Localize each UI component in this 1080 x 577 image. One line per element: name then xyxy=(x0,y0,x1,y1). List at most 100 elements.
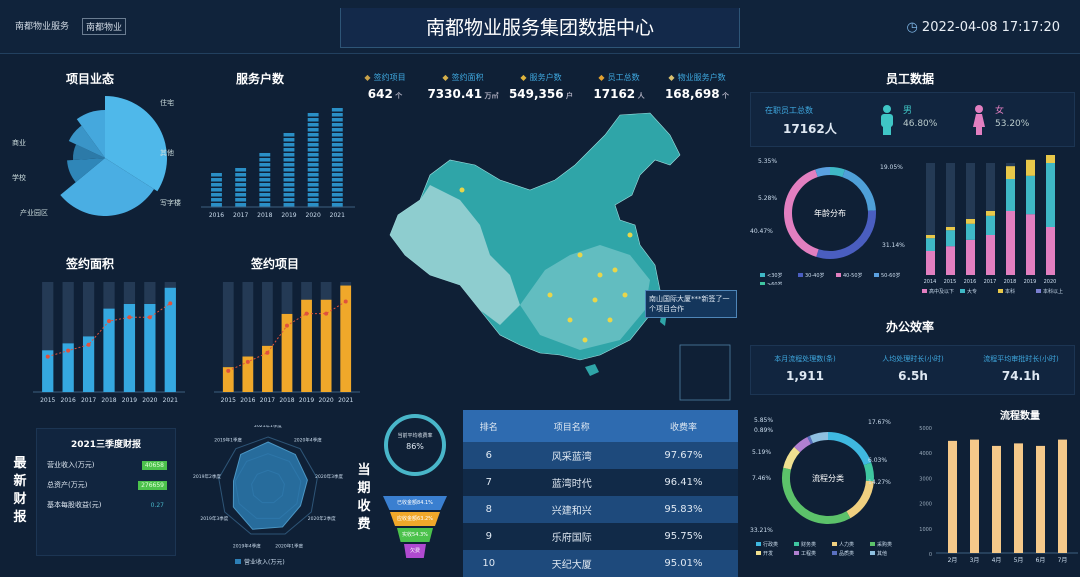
bar-track xyxy=(222,282,234,392)
donut-value-label: 5.35% xyxy=(758,158,777,165)
age-legend-swatch xyxy=(874,273,879,277)
x-tick-label: 4月 xyxy=(992,557,1002,564)
map-central-region[interactable] xyxy=(520,245,650,350)
finance-row-label: 总资产(万元) xyxy=(47,481,88,489)
bar xyxy=(62,343,74,392)
kpi-0[interactable]: ◆ 签约项目 642 个 xyxy=(345,72,425,101)
kpi-value: 17162 人 xyxy=(579,87,659,101)
bar-segment xyxy=(307,173,319,177)
finance-row-0: 营业收入(万元) 40658 xyxy=(47,460,167,470)
bar xyxy=(242,356,254,392)
bar xyxy=(992,445,1001,553)
kpi-value-number: 7330.41 xyxy=(427,87,483,101)
radar-axis-label: 2019年4季度 xyxy=(233,542,261,549)
stacked-bar-segment xyxy=(986,211,995,216)
bar-segment xyxy=(235,173,247,177)
bar-segment xyxy=(259,168,271,172)
table-row[interactable]: 7 蓝湾时代 96.41% xyxy=(463,469,738,496)
map-hainan[interactable] xyxy=(585,364,599,376)
bar-segment xyxy=(283,198,295,202)
bar-segment xyxy=(259,183,271,187)
office-title: 办公效率 xyxy=(885,320,934,334)
bar-segment xyxy=(283,188,295,192)
bar-segment xyxy=(307,133,319,137)
y-tick-label: 1000 xyxy=(919,527,932,533)
bar-segment xyxy=(331,138,343,142)
trend-point xyxy=(45,354,50,359)
kpi-value-number: 642 xyxy=(367,87,393,101)
bar-segment xyxy=(307,123,319,127)
logo-nandu: 南都物业 xyxy=(82,18,127,35)
kpi-1[interactable]: ◆ 签约面积 7330.41 万㎡ xyxy=(423,72,503,101)
kpi-3[interactable]: ◆ 员工总数 17162 人 xyxy=(579,72,659,101)
radar-legend-label: 营业收入(万元) xyxy=(244,558,285,566)
map-project-markers xyxy=(459,187,633,343)
x-tick-label: 2015 xyxy=(221,397,236,404)
table-header-0: 排名 xyxy=(463,410,515,442)
bar-segment xyxy=(283,183,295,187)
bar-segment xyxy=(259,153,271,157)
bar-segment xyxy=(331,193,343,197)
bar xyxy=(42,350,54,392)
bar-segment xyxy=(235,198,247,202)
donut-segment xyxy=(783,446,801,470)
kpi-icon: ◆ xyxy=(364,73,371,82)
bar-segment xyxy=(307,143,319,147)
x-tick-label: 2015 xyxy=(944,279,957,285)
x-tick-label: 2021 xyxy=(163,397,178,404)
table-row[interactable]: 10 天纪大厦 95.01% xyxy=(463,550,738,577)
map-west-region[interactable] xyxy=(390,185,520,325)
x-tick-label: 2017 xyxy=(260,397,275,404)
kpi-label: ◆ 服务户数 xyxy=(501,72,581,83)
kpi-2[interactable]: ◆ 服务户数 549,356 户 xyxy=(501,72,581,101)
bar-segment xyxy=(331,158,343,162)
x-tick-label: 3月 xyxy=(970,557,980,564)
office-stats-panel: 本月流程处理数(条) 1,911 人均处理时长(小时) 6.5h 流程平均审批时长(小时… xyxy=(750,345,1075,395)
flow-legend-label: 开发 xyxy=(763,550,773,557)
edu-legend-label: 本科以上 xyxy=(1043,288,1063,295)
households-title: 服务户数 xyxy=(235,72,284,86)
flow-count-title: 流程数量 xyxy=(1000,409,1040,422)
table-cell: 蓝湾时代 xyxy=(514,469,629,496)
bar-segment xyxy=(259,178,271,182)
x-tick-label: 2020 xyxy=(142,397,157,404)
flow-legend-swatch xyxy=(794,551,799,555)
table-cell: 95.75% xyxy=(628,523,738,550)
table-row[interactable]: 9 乐府国际 95.75% xyxy=(463,523,738,550)
radar-axis-label: 2019年3季度 xyxy=(200,515,228,522)
donut-value-label: 5.85% xyxy=(754,417,773,424)
table-row[interactable]: 6 风采蓝湾 97.67% xyxy=(463,442,738,469)
trend-point xyxy=(147,315,152,320)
bar-segment xyxy=(211,178,222,182)
x-tick-label: 2020 xyxy=(306,212,321,219)
x-tick-label: 2月 xyxy=(948,557,958,564)
stacked-bar-segment xyxy=(966,239,975,275)
signed-area-bar-chart: 2015 2016 2017 2018 2019 2020 2021 xyxy=(33,282,185,404)
stacked-bar-segment xyxy=(946,230,955,247)
bar-segment xyxy=(331,123,343,127)
x-tick-label: 2018 xyxy=(101,397,116,404)
edu-legend-swatch xyxy=(922,289,927,293)
table-cell: 乐府国际 xyxy=(514,523,629,550)
bar xyxy=(970,439,979,553)
signed-area-title: 签约面积 xyxy=(65,257,114,271)
female-label: 女 xyxy=(995,106,1005,116)
bar-segment xyxy=(307,188,319,192)
bar xyxy=(281,313,293,392)
bar-segment xyxy=(235,203,247,207)
radar-axis-label: 2021年1季度 xyxy=(254,425,282,429)
table-header-1: 项目名称 xyxy=(514,410,629,442)
age-legend-label: >60岁 xyxy=(767,281,783,285)
bar-segment xyxy=(259,193,271,197)
kpi-4[interactable]: ◆ 物业服务户数 168,698 个 xyxy=(657,72,737,101)
stacked-bar-segment xyxy=(986,235,995,275)
donut-center-label: 年龄分布 xyxy=(814,208,846,218)
bar-segment xyxy=(211,188,222,192)
bar-segment xyxy=(307,138,319,142)
china-map[interactable] xyxy=(370,105,740,405)
table-row[interactable]: 8 兴建和兴 95.83% xyxy=(463,496,738,523)
fee-ranking-table: 排名 项目名称 收费率 6 风采蓝湾 97.67% 7 蓝湾时代 96.41% 8 兴建和兴 95.8… xyxy=(463,410,738,577)
x-tick-label: 2016 xyxy=(964,279,977,285)
bar xyxy=(123,304,136,392)
trend-point xyxy=(127,315,132,320)
